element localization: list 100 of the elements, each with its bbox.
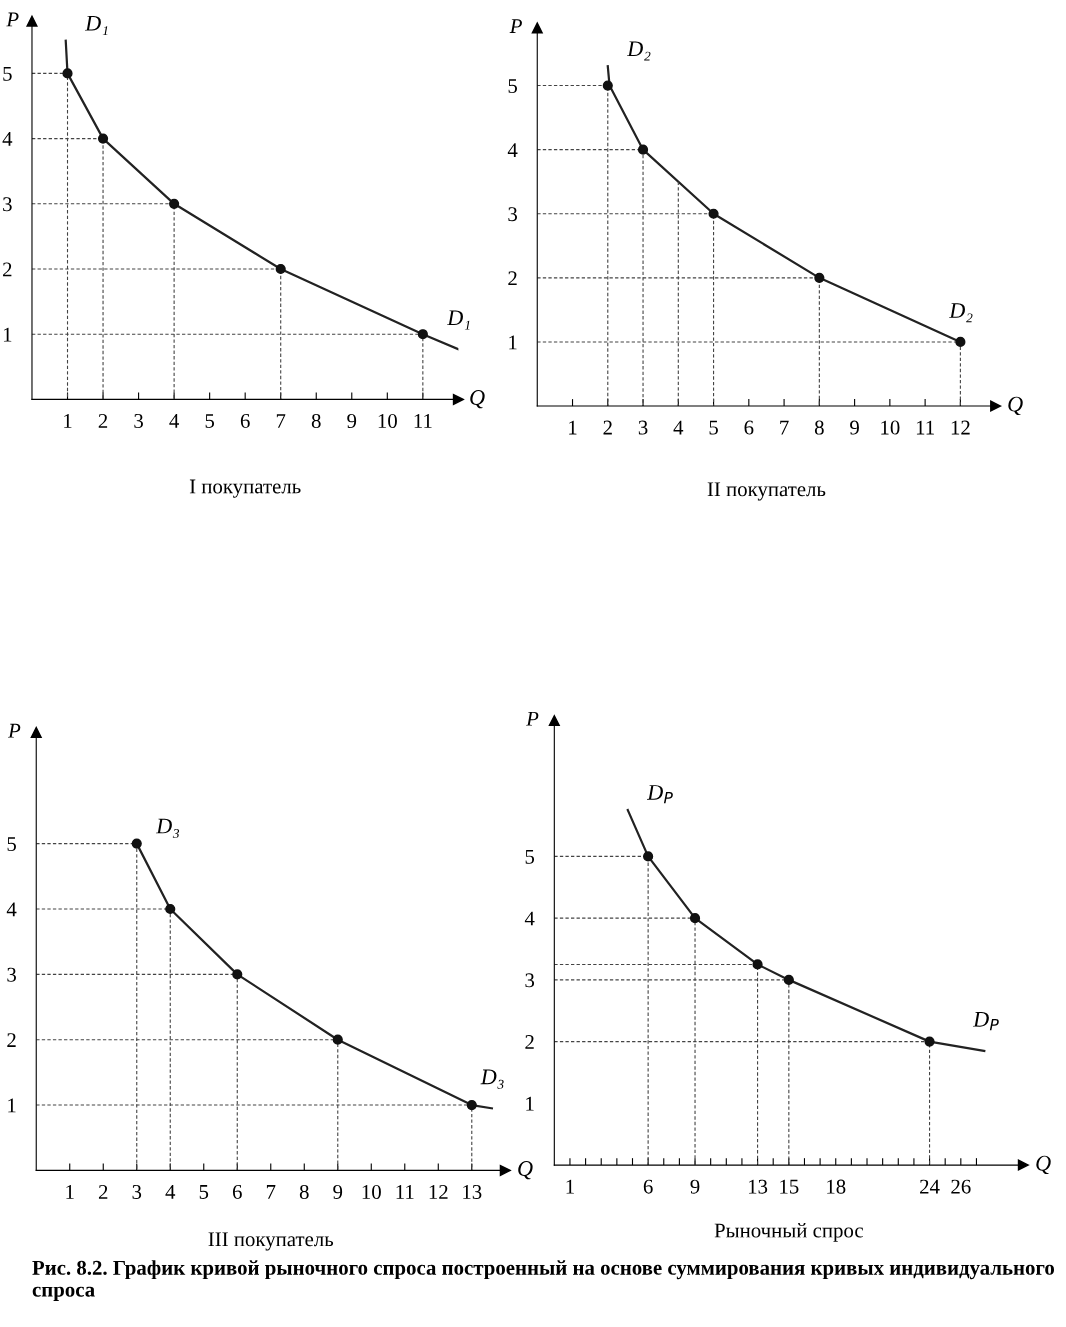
text: III покупатель <box>208 1232 334 1251</box>
y-tick-label: 4 <box>2 132 13 146</box>
x-axis-title: Q <box>518 1161 533 1180</box>
x-tick-label: 6 <box>643 1179 653 1194</box>
y-tick-label: 2 <box>508 271 517 286</box>
x-tick-label: 5 <box>709 420 718 435</box>
y-tick-label: 4 <box>6 902 17 917</box>
x-tick-label: 10 <box>378 413 397 428</box>
x-tick-label: 3 <box>638 420 648 435</box>
point <box>232 969 243 980</box>
x-axis-title: Q <box>470 390 485 409</box>
y-tick-label: 5 <box>525 849 535 864</box>
x-tick-label: 1 <box>566 1179 574 1194</box>
point <box>602 80 613 91</box>
annotation: D₃ <box>155 818 180 838</box>
y-tick-label: 1 <box>8 1098 16 1113</box>
annotation: D$_{P}$ <box>647 785 673 804</box>
x-tick-label: 9 <box>850 420 859 435</box>
y-tick-label: 2 <box>525 1035 534 1049</box>
y-tick-label: 5 <box>508 79 518 93</box>
x-tick-label: 7 <box>780 420 789 435</box>
y-axis-title: P <box>7 723 21 738</box>
annotation: D₂ <box>949 303 973 323</box>
point <box>814 272 825 283</box>
text: Рис. 8.2. График кривой рыночного спроса построенный на основе суммирования кривых индивидуального спроса <box>32 1260 1055 1301</box>
x-tick-label: 11 <box>396 1185 414 1199</box>
x-tick-label: 15 <box>780 1179 799 1194</box>
point <box>637 144 649 155</box>
text: I покупатель <box>189 479 301 498</box>
x-tick-label: 5 <box>205 414 215 428</box>
x-tick-label: 8 <box>299 1184 309 1199</box>
point <box>752 959 763 970</box>
annotation: D₂ <box>626 41 651 61</box>
y-axis-title: P <box>526 711 539 726</box>
x-tick-label: 4 <box>165 1185 176 1199</box>
text: Рыночный спрос <box>714 1223 863 1242</box>
point <box>783 974 794 985</box>
x-tick-label: 9 <box>690 1179 700 1194</box>
point <box>466 1099 477 1111</box>
x-axis-title: Q <box>1036 1155 1051 1175</box>
x-tick-label: 6 <box>240 413 250 428</box>
x-tick-label: 1 <box>64 414 72 428</box>
point <box>643 851 654 862</box>
annotation: D₁ <box>84 15 108 35</box>
x-tick-label: 13 <box>748 1179 768 1194</box>
x-tick-label: 6 <box>744 420 754 435</box>
point <box>169 198 180 209</box>
y-tick-label: 3 <box>508 207 518 222</box>
x-tick-label: 12 <box>429 1184 448 1199</box>
point <box>955 336 966 348</box>
x-tick-label: 11 <box>916 420 934 435</box>
point <box>708 208 719 219</box>
x-tick-label: 24 <box>920 1179 940 1194</box>
y-tick-label: 4 <box>524 911 535 926</box>
annotation: D$_{P}$ <box>972 1012 999 1031</box>
y-tick-label: 5 <box>7 837 16 852</box>
point <box>97 133 109 144</box>
annotation: D₁ <box>447 310 470 330</box>
x-tick-label: 6 <box>232 1184 242 1199</box>
point <box>62 68 73 79</box>
x-tick-label: 8 <box>311 413 321 428</box>
y-tick-label: 3 <box>7 967 16 982</box>
x-tick-label: 10 <box>881 420 900 435</box>
x-tick-label: 26 <box>951 1179 971 1194</box>
x-tick-label: 11 <box>414 414 432 428</box>
x-axis-title: Q <box>1008 396 1023 416</box>
x-tick-label: 7 <box>276 414 286 428</box>
point <box>131 838 142 849</box>
point <box>689 913 701 924</box>
x-tick-label: 10 <box>362 1184 381 1199</box>
x-tick-label: 8 <box>814 420 824 435</box>
point <box>924 1036 935 1047</box>
y-tick-label: 1 <box>509 335 517 350</box>
x-tick-label: 1 <box>569 420 577 435</box>
annotation: D₃ <box>480 1069 504 1089</box>
point <box>417 329 428 340</box>
y-tick-label: 2 <box>7 1033 16 1047</box>
x-tick-label: 3 <box>134 413 143 428</box>
point <box>332 1034 343 1045</box>
x-tick-label: 7 <box>266 1185 276 1199</box>
x-tick-label: 12 <box>951 420 970 435</box>
y-tick-label: 2 <box>3 262 12 277</box>
x-tick-label: 18 <box>827 1179 846 1194</box>
x-tick-label: 9 <box>347 413 357 428</box>
x-tick-label: 3 <box>132 1184 142 1199</box>
y-axis-title: P <box>509 19 522 33</box>
text: II покупатель <box>707 482 826 501</box>
y-tick-label: 1 <box>3 327 12 342</box>
point <box>165 903 176 915</box>
x-tick-label: 4 <box>169 414 179 428</box>
y-tick-label: 1 <box>526 1096 534 1111</box>
x-tick-label: 5 <box>199 1185 209 1199</box>
x-tick-label: 2 <box>603 420 612 435</box>
y-axis-title: P <box>6 12 19 27</box>
y-tick-label: 3 <box>525 973 535 988</box>
y-tick-label: 4 <box>507 143 518 157</box>
x-tick-label: 2 <box>98 1184 108 1199</box>
x-tick-label: 4 <box>673 420 684 435</box>
x-tick-label: 9 <box>333 1184 343 1199</box>
y-tick-label: 5 <box>3 66 12 81</box>
